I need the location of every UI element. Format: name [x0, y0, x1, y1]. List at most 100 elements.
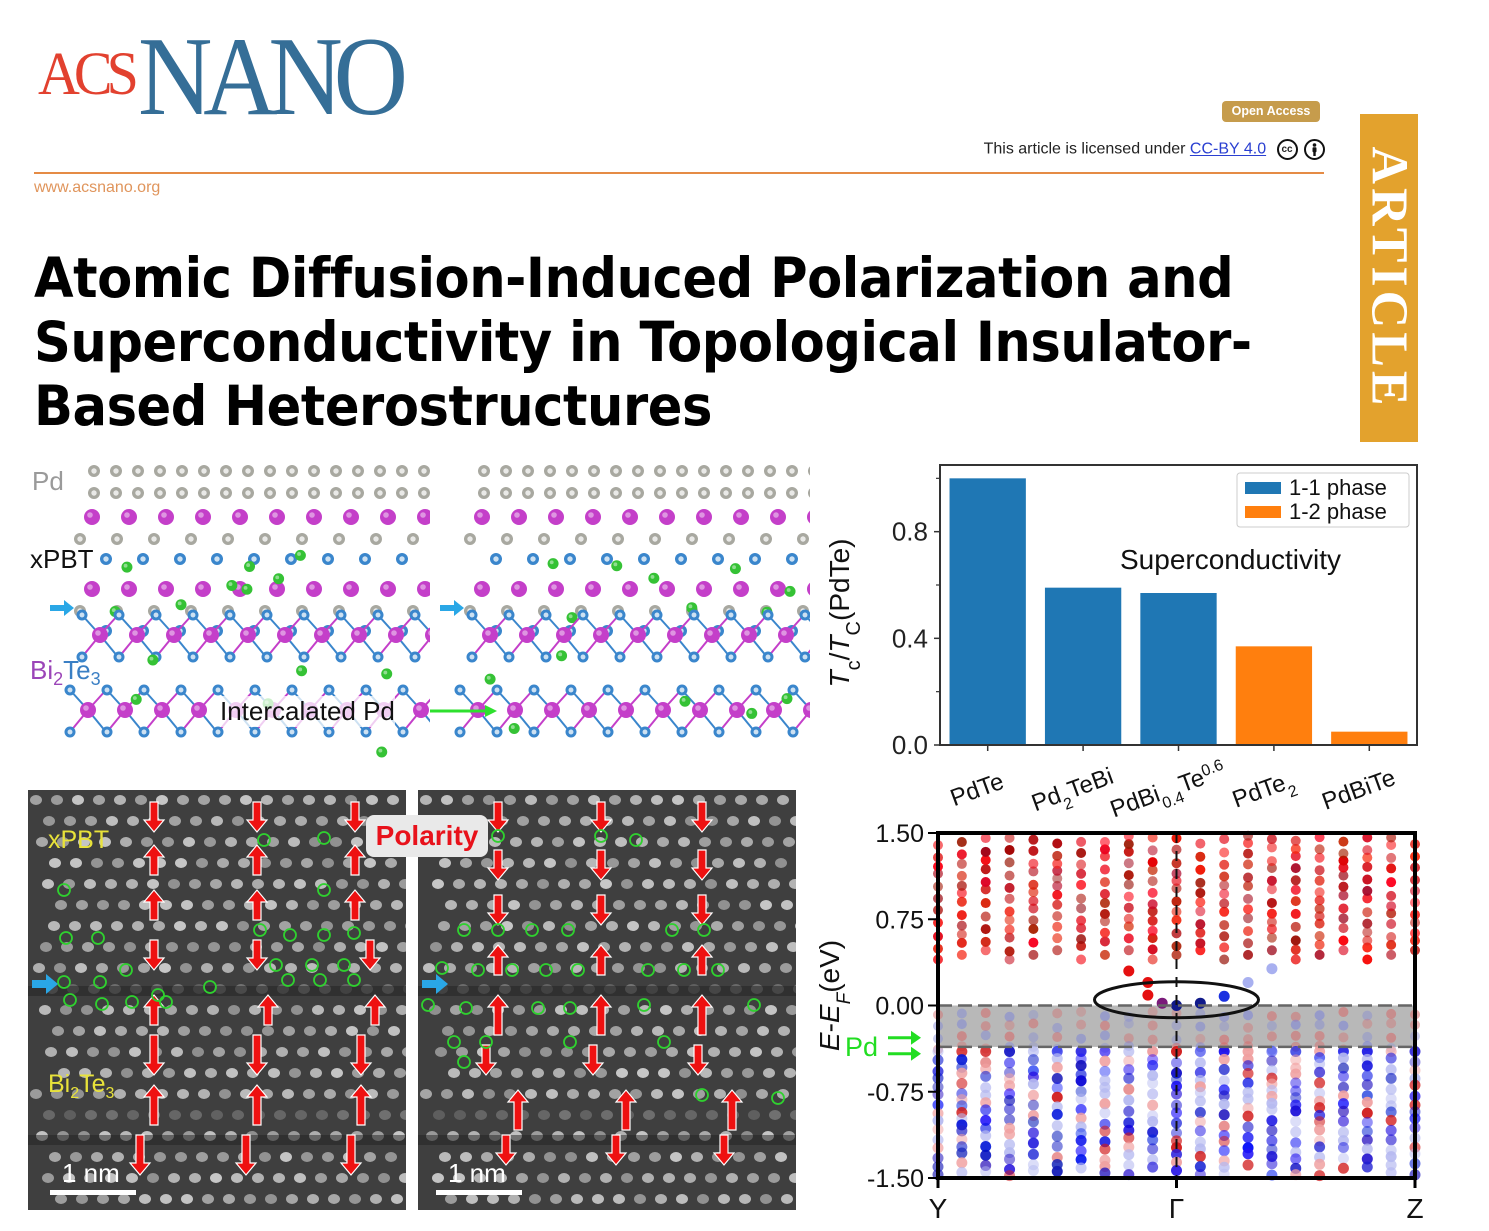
- atom-column: [105, 1173, 117, 1183]
- te-atom: [762, 609, 774, 621]
- atom-column: [58, 1068, 70, 1078]
- pd-atom: [720, 465, 732, 477]
- valence-state: [1051, 1120, 1063, 1132]
- intercalated-pd-marker: [91, 931, 105, 945]
- conduction-state: [1266, 923, 1277, 934]
- conduction-state: [1171, 949, 1182, 960]
- polarity-up-arrow-icon: [690, 944, 714, 976]
- atom-column: [201, 963, 213, 973]
- bi-atom: [121, 581, 137, 597]
- conduction-state: [1028, 923, 1039, 934]
- scale-bar-right: [436, 1190, 522, 1195]
- polarity-down-arrow-icon: [690, 801, 714, 833]
- bi-atom: [314, 627, 330, 643]
- atom-column: [97, 900, 109, 910]
- te-atom: [360, 726, 372, 738]
- pd-atom: [296, 533, 308, 545]
- scale-bar-label-right: 1 nm: [448, 1158, 506, 1188]
- intercalated-pd-atom: [294, 549, 306, 561]
- atom-column: [223, 1194, 235, 1204]
- conduction-state: [1219, 954, 1230, 965]
- atom-column: [202, 900, 214, 910]
- polarity-down-arrow-icon: [690, 849, 714, 881]
- te-atom: [150, 609, 162, 621]
- valence-state: [1361, 1125, 1373, 1137]
- pd-atom: [154, 465, 166, 477]
- bi-atom: [84, 509, 100, 525]
- conduction-state: [1052, 911, 1063, 922]
- journal-website[interactable]: www.acsnano.org: [34, 179, 161, 196]
- interface-arrow-icon: [440, 600, 464, 616]
- atom-column: [348, 963, 360, 973]
- gap-state: [980, 1030, 991, 1041]
- te-atom: [261, 651, 273, 663]
- polarity-down-arrow-icon: [604, 1134, 628, 1166]
- atom-column: [114, 1089, 126, 1099]
- pd-atom: [612, 533, 624, 545]
- atom-column: [718, 1194, 730, 1204]
- conduction-state: [956, 849, 967, 860]
- atom-column: [180, 963, 192, 973]
- intercalated-pd-atom: [729, 563, 741, 575]
- te-atom: [639, 726, 651, 738]
- atom-column: [423, 963, 435, 973]
- pd-atom: [396, 465, 408, 477]
- bi-atom: [807, 510, 810, 524]
- pd-atom: [464, 533, 476, 545]
- atom-column: [487, 1194, 499, 1204]
- conduction-state: [1123, 921, 1134, 932]
- valence-state: [1004, 1080, 1016, 1092]
- te-atom: [528, 684, 540, 696]
- intercalated-pd-atom: [566, 612, 578, 624]
- gap-state: [1338, 1032, 1349, 1043]
- atom-column: [495, 879, 507, 889]
- conduction-state: [1338, 862, 1349, 873]
- atom-column: [265, 1194, 277, 1204]
- conduction-state: [1338, 848, 1349, 859]
- atom-column: [481, 1152, 493, 1162]
- gap-state: [1386, 1008, 1397, 1019]
- te-atom: [651, 609, 663, 621]
- conduction-state: [1147, 899, 1158, 910]
- band-dots: [932, 830, 1421, 1182]
- atom-column: [724, 942, 736, 952]
- ytick-label: 0.00: [875, 993, 924, 1021]
- valence-state: [1123, 1117, 1135, 1129]
- atom-column: [568, 1026, 580, 1036]
- atom-column: [154, 1152, 166, 1162]
- te-atom: [335, 609, 347, 621]
- conduction-state: [1147, 906, 1158, 917]
- atom-column: [544, 858, 556, 868]
- atom-column: [576, 1005, 588, 1015]
- te-atom: [113, 651, 125, 663]
- atom-column: [736, 1026, 748, 1036]
- atom-column: [186, 1005, 198, 1015]
- valence-state: [980, 1130, 992, 1142]
- gap-state: [980, 1008, 991, 1019]
- polarity-label: Polarity: [366, 815, 488, 857]
- te-atom: [454, 726, 466, 738]
- atom-column: [760, 1194, 772, 1204]
- bi-atom: [704, 627, 720, 643]
- atom-column: [55, 900, 67, 910]
- interface-arrow-icon: [422, 974, 448, 994]
- atom-column: [136, 1026, 148, 1036]
- atom-column: [205, 1068, 217, 1078]
- label-te-sub: 3: [90, 669, 101, 690]
- atom-column: [181, 900, 193, 910]
- atom-column: [196, 858, 208, 868]
- intercalated-pd-marker: [571, 963, 585, 977]
- te-atom: [211, 553, 223, 565]
- atom-column: [322, 858, 334, 868]
- atom-column: [439, 1152, 451, 1162]
- conduction-state: [980, 864, 991, 875]
- atom-column: [643, 1110, 655, 1120]
- atom-column: [595, 1068, 607, 1078]
- license-link[interactable]: CC-BY 4.0: [1189, 140, 1267, 158]
- conduction-state: [1004, 857, 1015, 868]
- atom-column: [529, 1194, 541, 1204]
- conduction-state: [1290, 884, 1301, 895]
- pd-atom: [308, 487, 320, 499]
- conduction-state: [1219, 942, 1230, 953]
- valence-state: [1194, 1067, 1206, 1079]
